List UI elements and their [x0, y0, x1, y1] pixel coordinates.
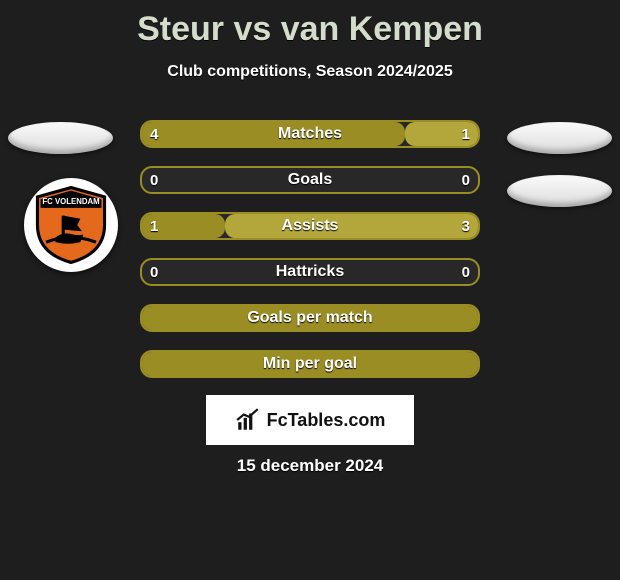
player-left-badge	[8, 122, 113, 154]
stat-bar: Goals per match	[140, 304, 480, 332]
stat-bar: 00Goals	[140, 166, 480, 194]
bar-label: Min per goal	[140, 350, 480, 378]
club-crest: FC VOLENDAM	[24, 178, 118, 272]
bar-label: Goals	[140, 166, 480, 194]
stat-bar: Min per goal	[140, 350, 480, 378]
stats-bars: 41Matches 00Goals 13Assists 00Hattricks Goal…	[140, 120, 480, 396]
stat-bar: 41Matches	[140, 120, 480, 148]
stat-bar: 13Assists	[140, 212, 480, 240]
fctables-logo[interactable]: FcTables.com	[206, 395, 414, 445]
bar-label: Matches	[140, 120, 480, 148]
bar-label: Assists	[140, 212, 480, 240]
player-right-badge-2	[507, 175, 612, 207]
player-right-badge-1	[507, 122, 612, 154]
subtitle: Club competitions, Season 2024/2025	[0, 63, 620, 81]
stat-bar: 00Hattricks	[140, 258, 480, 286]
svg-text:FC VOLENDAM: FC VOLENDAM	[42, 197, 99, 206]
chart-icon	[235, 407, 261, 433]
page-title: Steur vs van Kempen	[0, 0, 620, 49]
bar-label: Goals per match	[140, 304, 480, 332]
fctables-text: FcTables.com	[267, 410, 386, 431]
volendam-crest-icon: FC VOLENDAM	[32, 186, 110, 264]
bar-label: Hattricks	[140, 258, 480, 286]
date-text: 15 december 2024	[0, 456, 620, 476]
